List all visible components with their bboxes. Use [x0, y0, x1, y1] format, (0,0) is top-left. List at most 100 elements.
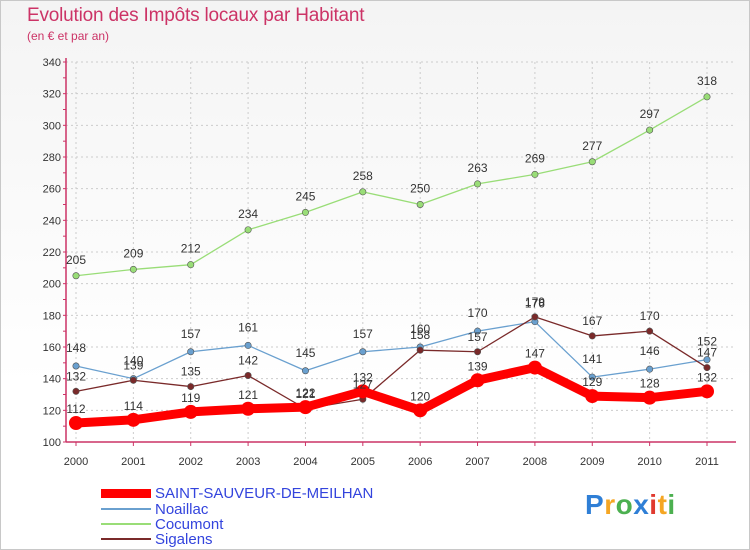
proxiti-logo: Proxiti	[585, 489, 676, 521]
data-point	[301, 208, 309, 216]
data-label: 161	[238, 320, 258, 334]
y-tick-label: 300	[43, 120, 61, 132]
legend-swatch	[101, 538, 151, 540]
legend-swatch	[101, 489, 151, 498]
data-label: 234	[238, 207, 258, 221]
data-point	[301, 367, 309, 375]
data-point	[700, 384, 714, 399]
legend-label: SAINT-SAUVEUR-DE-MEILHAN	[155, 485, 374, 502]
data-point	[187, 261, 195, 269]
x-tick-label: 2009	[580, 456, 604, 468]
y-tick-label: 140	[43, 374, 61, 386]
data-label: 148	[66, 341, 86, 355]
data-point	[241, 401, 256, 416]
data-point	[244, 226, 252, 234]
data-point	[531, 170, 539, 178]
data-label: 114	[124, 399, 143, 413]
data-point	[244, 341, 252, 349]
data-point	[646, 126, 654, 134]
x-tick-label: 2011	[695, 456, 719, 468]
data-label: 277	[582, 139, 602, 153]
y-tick-label: 220	[43, 247, 61, 259]
data-point	[531, 313, 539, 321]
x-tick-label: 2004	[293, 456, 317, 468]
data-point	[527, 360, 542, 375]
x-tick-label: 2007	[465, 456, 489, 468]
data-label: 141	[582, 352, 602, 366]
data-label: 120	[410, 389, 430, 403]
legend-label: Sigalens	[155, 531, 213, 548]
data-point	[474, 327, 482, 335]
y-tick-label: 240	[43, 215, 61, 227]
logo-letter: i	[649, 489, 658, 520]
x-tick-label: 2003	[236, 456, 260, 468]
y-tick-label: 100	[43, 437, 61, 449]
data-point	[642, 390, 657, 405]
data-point	[588, 332, 596, 340]
data-point	[416, 346, 424, 354]
data-label: 119	[181, 391, 200, 405]
legend-label: Noaillac	[155, 501, 209, 518]
data-label: 158	[410, 328, 430, 342]
data-point	[470, 373, 485, 388]
series-line-0	[71, 363, 712, 428]
data-label: 205	[66, 253, 86, 267]
series-line-3	[75, 316, 708, 410]
x-tick-label: 2001	[121, 456, 145, 468]
y-tick-label: 200	[43, 279, 61, 291]
data-label: 209	[123, 246, 143, 260]
data-point	[69, 416, 83, 430]
data-label: 167	[582, 314, 602, 328]
y-tick-label: 180	[43, 310, 61, 322]
data-label: 250	[410, 182, 430, 196]
data-label: 121	[238, 388, 258, 402]
data-label: 139	[468, 359, 488, 373]
x-tick-label: 2002	[178, 456, 202, 468]
chart-title: Evolution des Impôts locaux par Habitant	[27, 5, 365, 26]
x-tick-label: 2008	[523, 456, 547, 468]
y-tick-label: 120	[43, 405, 61, 417]
y-tick-label: 340	[43, 57, 61, 69]
data-point	[126, 412, 141, 427]
legend-swatch	[101, 508, 151, 510]
data-label: 157	[353, 327, 373, 341]
data-point	[416, 201, 424, 209]
data-point	[298, 400, 313, 415]
logo-letter: t	[657, 489, 668, 520]
axes: 100 120 140 160 180 200 220 240 260 280 300 320 340 2…	[43, 57, 736, 468]
data-label: 212	[181, 242, 201, 256]
data-point	[187, 348, 195, 356]
data-point	[187, 383, 195, 391]
data-point	[588, 373, 596, 381]
data-label: 147	[697, 346, 717, 360]
series-line-1	[75, 321, 708, 380]
data-label: 157	[468, 330, 488, 344]
x-tick-label: 2006	[408, 456, 432, 468]
data-label: 127	[353, 377, 373, 391]
data-label: 122	[295, 386, 315, 400]
logo-letter: P	[585, 489, 605, 520]
data-label: 170	[468, 306, 488, 320]
legend-label: Cocumont	[155, 516, 224, 533]
data-label: 121	[295, 387, 315, 401]
data-point	[413, 403, 428, 418]
data-point	[129, 265, 137, 273]
data-point	[359, 188, 367, 196]
data-label: 129	[582, 375, 602, 389]
value-labels: 205 209 212 234 245 258 250 263 269 277 297 318 148 1…	[66, 74, 717, 416]
data-point	[646, 365, 654, 373]
logo-letter: x	[633, 489, 650, 520]
grid	[66, 61, 736, 443]
data-point	[703, 356, 711, 364]
data-label: 135	[181, 365, 201, 379]
data-point	[703, 93, 711, 101]
data-label: 147	[525, 347, 545, 361]
legend-swatch	[101, 523, 151, 525]
data-label: 132	[66, 369, 86, 383]
data-point	[355, 384, 370, 399]
data-label: 297	[640, 107, 660, 121]
data-label: 145	[295, 346, 315, 360]
data-label: 245	[295, 189, 315, 203]
